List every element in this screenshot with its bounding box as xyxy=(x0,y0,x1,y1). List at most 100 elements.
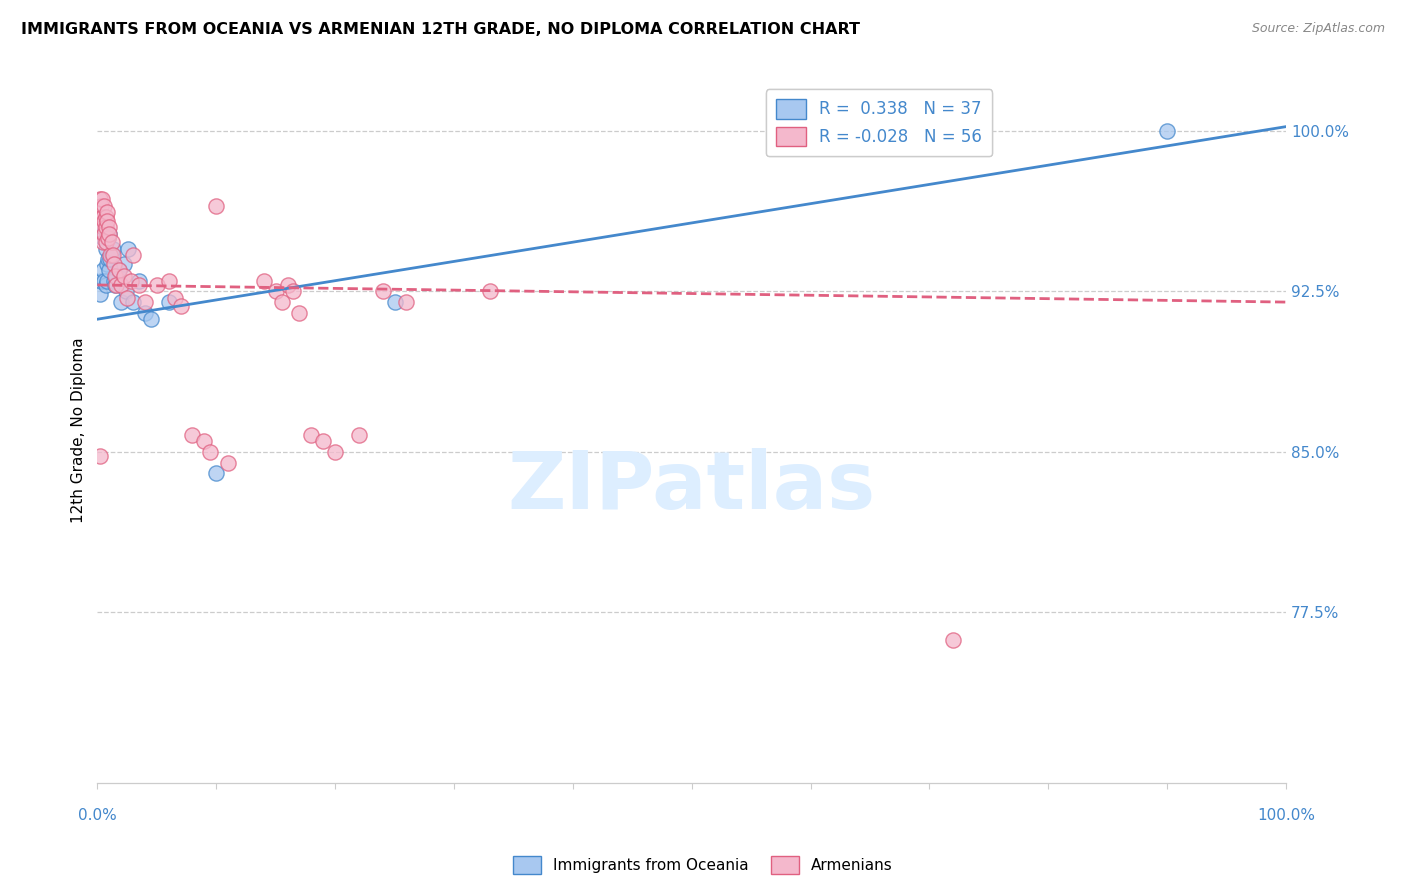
Point xyxy=(169,299,191,313)
Point xyxy=(100,248,122,262)
Point xyxy=(253,274,276,288)
Point xyxy=(97,231,120,245)
Point xyxy=(91,210,114,224)
Legend: R =  0.338   N = 37, R = -0.028   N = 56: R = 0.338 N = 37, R = -0.028 N = 56 xyxy=(766,89,993,156)
Point xyxy=(93,274,115,288)
Point xyxy=(94,277,117,292)
Point xyxy=(91,220,114,235)
Point xyxy=(217,456,239,470)
Point xyxy=(104,277,127,292)
Point xyxy=(323,445,346,459)
Point xyxy=(264,285,287,299)
Point xyxy=(181,427,204,442)
Point xyxy=(953,124,976,138)
Point xyxy=(103,274,125,288)
Point xyxy=(91,210,114,224)
Point xyxy=(163,291,186,305)
Point xyxy=(299,427,322,442)
Point xyxy=(395,295,418,310)
Point xyxy=(98,220,121,235)
Point xyxy=(93,199,115,213)
Point xyxy=(277,277,299,292)
Text: IMMIGRANTS FROM OCEANIA VS ARMENIAN 12TH GRADE, NO DIPLOMA CORRELATION CHART: IMMIGRANTS FROM OCEANIA VS ARMENIAN 12TH… xyxy=(21,22,860,37)
Point xyxy=(107,263,129,277)
Point xyxy=(90,199,112,213)
Point xyxy=(94,242,117,256)
Point xyxy=(283,285,305,299)
Point xyxy=(90,214,112,228)
Point xyxy=(122,248,145,262)
Point xyxy=(89,449,111,463)
Point xyxy=(117,242,139,256)
Point xyxy=(100,235,122,250)
Point xyxy=(93,214,115,228)
Point xyxy=(96,205,118,219)
Point xyxy=(115,285,138,299)
Point xyxy=(107,263,129,277)
Point xyxy=(98,227,121,241)
Point xyxy=(98,263,121,277)
Point xyxy=(96,274,118,288)
Point xyxy=(112,269,135,284)
Point xyxy=(942,633,965,648)
Point xyxy=(89,193,111,207)
Point xyxy=(120,274,142,288)
Point xyxy=(270,295,292,310)
Point xyxy=(799,124,821,138)
Point xyxy=(94,210,117,224)
Point xyxy=(91,263,114,277)
Point xyxy=(91,235,114,250)
Point xyxy=(371,285,394,299)
Point xyxy=(97,231,120,245)
Point xyxy=(104,269,127,284)
Point xyxy=(193,434,215,449)
Text: 0.0%: 0.0% xyxy=(77,808,117,823)
Y-axis label: 12th Grade, No Diploma: 12th Grade, No Diploma xyxy=(72,338,86,524)
Point xyxy=(115,291,138,305)
Point xyxy=(91,214,114,228)
Text: ZIPatlas: ZIPatlas xyxy=(508,448,876,526)
Point xyxy=(101,242,124,256)
Point xyxy=(312,434,335,449)
Point xyxy=(347,427,370,442)
Point xyxy=(91,231,114,245)
Point xyxy=(100,252,122,267)
Point xyxy=(200,445,222,459)
Point xyxy=(91,193,114,207)
Point xyxy=(110,295,132,310)
Point xyxy=(384,295,406,310)
Point xyxy=(98,227,121,241)
Point xyxy=(112,256,135,270)
Point xyxy=(1156,124,1178,138)
Point xyxy=(91,210,114,224)
Point xyxy=(122,295,145,310)
Point xyxy=(96,214,118,228)
Point xyxy=(93,227,115,241)
Point xyxy=(90,274,112,288)
Point xyxy=(96,256,118,270)
Point xyxy=(128,274,150,288)
Point xyxy=(94,235,117,250)
Point xyxy=(146,277,169,292)
Point xyxy=(89,286,111,301)
Point xyxy=(134,295,156,310)
Point xyxy=(205,467,228,481)
Point xyxy=(288,306,311,320)
Point xyxy=(134,306,156,320)
Point xyxy=(94,220,117,235)
Point xyxy=(128,277,150,292)
Point xyxy=(101,248,124,262)
Text: 100.0%: 100.0% xyxy=(1257,808,1315,823)
Point xyxy=(103,256,125,270)
Point xyxy=(205,199,228,213)
Point xyxy=(93,220,115,235)
Point xyxy=(110,277,132,292)
Point xyxy=(97,252,120,267)
Text: Source: ZipAtlas.com: Source: ZipAtlas.com xyxy=(1251,22,1385,36)
Point xyxy=(478,285,501,299)
Point xyxy=(157,274,180,288)
Legend: Immigrants from Oceania, Armenians: Immigrants from Oceania, Armenians xyxy=(508,850,898,880)
Point xyxy=(157,295,180,310)
Point xyxy=(139,312,162,326)
Point xyxy=(105,277,128,292)
